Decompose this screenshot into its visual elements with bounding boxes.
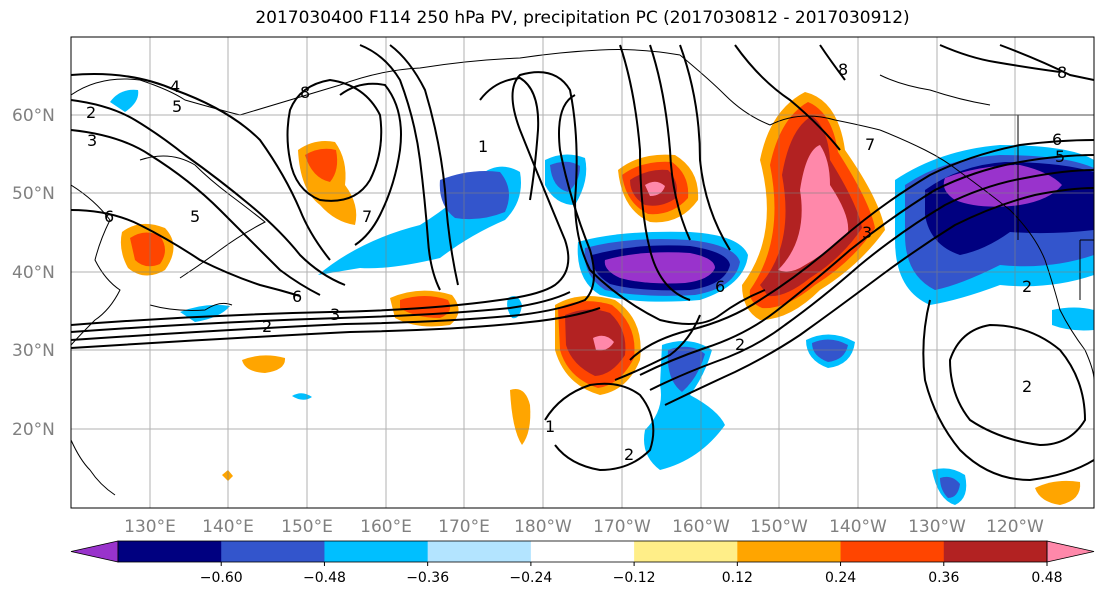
lon-label: 170°W <box>593 517 651 537</box>
contour-label: 6 <box>1052 130 1062 149</box>
lon-label: 130°E <box>124 517 176 537</box>
colorbar-tick-label: 0.24 <box>825 570 856 586</box>
colorbar-tick-label: −0.60 <box>200 570 243 586</box>
contour-label: 8 <box>1057 63 1067 82</box>
map-frame <box>70 36 1095 509</box>
colorbar-segment <box>221 541 325 562</box>
colorbar-frame <box>117 540 1048 563</box>
contour-label: 2 <box>735 335 745 354</box>
lon-label: 120°W <box>986 517 1044 537</box>
colorbar-segment <box>634 541 738 562</box>
colorbar-segment <box>737 541 842 562</box>
lon-label: 160°E <box>360 517 412 537</box>
colorbar-extend-low <box>70 540 119 563</box>
lat-label-40n: 40°N <box>12 263 55 283</box>
lat-label-20n: 20°N <box>12 420 55 440</box>
lon-label: 150°W <box>750 517 808 537</box>
colorbar-tick-label: −0.12 <box>613 570 656 586</box>
contour-label: 7 <box>362 207 372 226</box>
contour-label: 8 <box>838 60 848 79</box>
contour-label: 5 <box>172 97 182 116</box>
contour-label: 3 <box>862 223 872 242</box>
contour-label: 6 <box>715 277 725 296</box>
contour-label: 4 <box>170 77 180 96</box>
lat-label-30n: 30°N <box>12 341 55 361</box>
contour-label: 1 <box>545 417 555 436</box>
colorbar-tick-label: −0.36 <box>406 570 449 586</box>
contour-label: 6 <box>292 287 302 306</box>
colorbar-extend-high <box>1046 540 1095 563</box>
contour-label: 8 <box>300 83 310 102</box>
contour-label: 3 <box>330 305 340 324</box>
lon-label: 170°E <box>438 517 490 537</box>
contour-label: 5 <box>1055 147 1065 166</box>
contour-label: 1 <box>478 137 488 156</box>
longitude-labels: 130°E 140°E 150°E 160°E 170°E 180°W 170°… <box>124 517 1044 537</box>
colorbar-segment <box>118 541 222 562</box>
contour-label: 2 <box>1022 377 1032 396</box>
contour-label: 2 <box>624 445 634 464</box>
colorbar-segment <box>427 541 532 562</box>
lat-label-60n: 60°N <box>12 106 55 126</box>
lon-label: 140°W <box>829 517 887 537</box>
colorbar-tick-label: 0.36 <box>928 570 959 586</box>
colorbar-segment <box>324 541 429 562</box>
contour-label: 2 <box>86 103 96 122</box>
contour-label: 7 <box>865 135 875 154</box>
contour-label: 2 <box>262 317 272 336</box>
pv-contours <box>71 44 1094 482</box>
lon-label: 160°W <box>672 517 730 537</box>
contour-label: 5 <box>190 207 200 226</box>
lon-label: 130°W <box>908 517 966 537</box>
colorbar-tick-label: 0.12 <box>722 570 753 586</box>
contour-label: 6 <box>104 207 114 226</box>
colorbar-segment <box>840 541 945 562</box>
lon-label: 150°E <box>281 517 333 537</box>
colorbar-tick-label: 0.48 <box>1031 570 1062 586</box>
colorbar-segment <box>530 541 635 562</box>
colorbar-tick-label: −0.48 <box>303 570 346 586</box>
latitude-labels: 60°N 50°N 40°N 30°N 20°N <box>12 106 55 440</box>
colorbar-segment <box>943 541 1048 562</box>
lon-label: 140°E <box>202 517 254 537</box>
lon-label: 180°W <box>514 517 572 537</box>
colorbar-tick-label: −0.24 <box>509 570 552 586</box>
lat-label-50n: 50°N <box>12 184 55 204</box>
colorbar: −0.60 −0.48 −0.36 −0.24 −0.12 0.12 0.24 0.36 0.4… <box>70 540 1095 586</box>
pv-contour-labels: 2 3 4 5 8 6 5 7 1 6 3 2 1 2 8 7 6 2 3 2 … <box>86 60 1067 464</box>
precip-shading <box>110 89 1094 505</box>
map-title: 2017030400 F114 250 hPa PV, precipitatio… <box>255 8 910 28</box>
contour-label: 2 <box>1022 277 1032 296</box>
contour-label: 3 <box>87 131 97 150</box>
